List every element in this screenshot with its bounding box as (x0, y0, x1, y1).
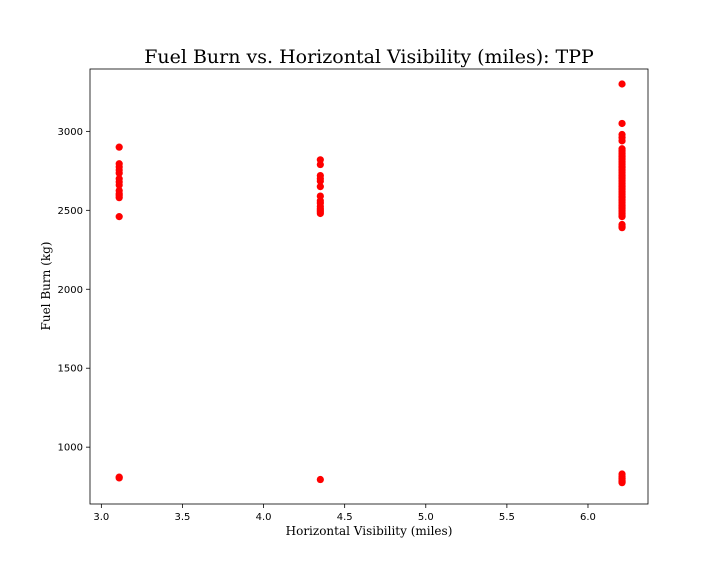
y-tick-label: 1000 (58, 443, 83, 454)
data-point (115, 169, 123, 177)
data-point (618, 119, 626, 128)
x-tick-label: 4.5 (337, 512, 353, 523)
x-axis-label: Horizontal Visibility (miles) (286, 524, 453, 538)
x-tick-label: 6.0 (580, 512, 596, 523)
x-tick-label: 3.0 (93, 512, 109, 523)
data-point (618, 224, 626, 232)
y-axis: 1000 1500 2000 2500 3000 (58, 127, 90, 454)
data-point (618, 479, 626, 487)
data-point (115, 143, 123, 151)
data-point (618, 213, 626, 221)
plot-area (89, 68, 649, 505)
data-point (618, 137, 626, 145)
y-tick-label: 1500 (58, 364, 83, 375)
y-tick-label: 2000 (58, 285, 83, 296)
y-tick-label: 3000 (58, 127, 83, 138)
data-point (316, 475, 324, 484)
x-tick-label: 3.5 (175, 512, 191, 523)
y-axis-label: Fuel Burn (kg) (39, 242, 53, 331)
data-point (316, 160, 324, 169)
data-point (115, 194, 123, 202)
data-point (316, 183, 324, 191)
x-tick-label: 5.0 (418, 512, 434, 523)
chart-title: Fuel Burn vs. Horizontal Visibility (mil… (144, 46, 594, 68)
x-tick-label: 4.0 (256, 512, 272, 523)
y-tick-label: 2500 (58, 206, 83, 217)
data-point (115, 474, 123, 482)
x-tick-label: 5.5 (499, 512, 515, 523)
data-point (316, 177, 324, 185)
x-axis: 3.0 3.5 4.0 4.5 5.0 5.5 6.0 (93, 504, 596, 523)
data-points (115, 80, 626, 487)
data-point (316, 209, 324, 218)
data-point (115, 213, 123, 221)
data-point (618, 80, 626, 88)
data-point (115, 181, 123, 189)
